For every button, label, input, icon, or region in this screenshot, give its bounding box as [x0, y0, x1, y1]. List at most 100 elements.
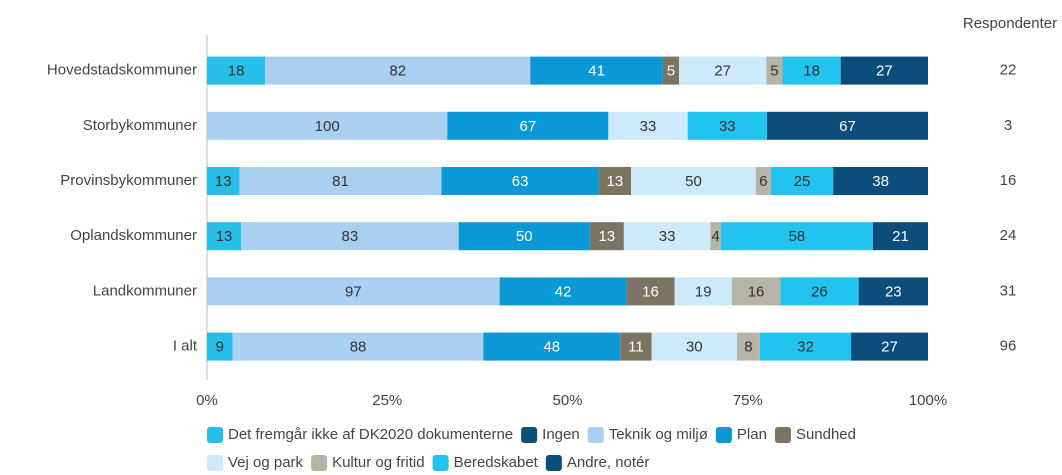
legend-label: Sundhed [796, 426, 856, 443]
bar-segment [207, 332, 233, 361]
bar-segment [207, 111, 448, 140]
bar-segment [598, 167, 632, 195]
respondents-value: 31 [1000, 282, 1017, 299]
bar-segment [207, 222, 242, 251]
legend-swatch [207, 455, 223, 471]
y-tick-label: I alt [173, 338, 198, 355]
legend-label: Teknik og miljø [609, 426, 708, 443]
bar-segment [851, 332, 928, 361]
data-label: 41 [588, 63, 605, 80]
data-label: 13 [216, 228, 233, 245]
bar-segment [626, 277, 675, 306]
y-tick-label: Provinsbykommuner [60, 172, 197, 189]
data-label: 48 [543, 339, 560, 356]
legend-label: Det fremgår ikke af DK2020 dokumenterne [228, 426, 513, 443]
bar-segment [872, 222, 928, 251]
data-label: 27 [876, 63, 893, 80]
x-tick-label: 75% [733, 392, 763, 409]
bar-segment [207, 167, 240, 195]
respondents-value: 16 [1000, 172, 1017, 189]
data-label: 50 [516, 228, 533, 245]
respondents-value: 96 [1000, 338, 1017, 355]
bar-segment [766, 56, 783, 85]
bar-segment [458, 222, 590, 251]
bar-segment [207, 56, 266, 85]
legend-label: Ingen [542, 426, 580, 443]
bar-segment [780, 277, 859, 306]
data-label: 19 [695, 283, 712, 300]
data-label: 88 [350, 339, 367, 356]
data-label: 13 [607, 173, 624, 190]
data-label: 5 [770, 63, 778, 80]
bar-segment [631, 167, 756, 195]
bar-segment [447, 111, 609, 140]
bar-segment [766, 111, 928, 140]
bar-segment [483, 332, 621, 361]
x-tick-label: 50% [552, 392, 582, 409]
bar-segment [608, 111, 688, 140]
data-label: 32 [797, 339, 814, 356]
bar-segment [755, 167, 771, 195]
legend-swatch [521, 427, 538, 443]
data-label: 13 [215, 173, 232, 190]
legend-swatch [587, 427, 604, 443]
data-label: 16 [748, 283, 765, 300]
y-tick-label: Oplandskommuner [70, 227, 197, 244]
data-label: 23 [885, 283, 902, 300]
bar-segment [782, 56, 841, 85]
legend-label: Andre, notér [567, 454, 650, 471]
bar-segment [720, 222, 873, 251]
data-label: 6 [759, 173, 767, 190]
data-label: 83 [342, 228, 359, 245]
data-label: 18 [803, 63, 820, 80]
data-label: 18 [228, 63, 245, 80]
bar-segment [687, 111, 767, 140]
bar-segment [241, 222, 459, 251]
data-label: 50 [685, 173, 702, 190]
data-label: 58 [789, 228, 806, 245]
legend-swatch [311, 455, 328, 471]
bar-segment [530, 56, 663, 85]
bar-segment [651, 332, 738, 361]
bar-segment [623, 222, 711, 251]
data-label: 27 [714, 63, 731, 80]
data-label: 4 [711, 228, 719, 245]
data-label: 26 [811, 283, 828, 300]
bar-segment [858, 277, 928, 306]
data-label: 16 [642, 283, 659, 300]
data-label: 67 [839, 118, 856, 135]
legend-swatch [545, 455, 562, 471]
legend-label: Vej og park [228, 454, 304, 471]
bar-segment [662, 56, 680, 85]
data-label: 9 [216, 339, 224, 356]
bar-segment [239, 167, 442, 195]
legend-swatch [207, 427, 223, 443]
data-label: 81 [332, 173, 349, 190]
bar-segment [265, 56, 531, 85]
data-label: 97 [345, 283, 362, 300]
bar-segment [710, 222, 721, 251]
data-label: 8 [744, 339, 752, 356]
data-label: 100 [315, 118, 340, 135]
bar-segment [679, 56, 767, 85]
respondents-title: Respondenter [963, 15, 1057, 32]
data-label: 42 [555, 283, 572, 300]
data-label: 21 [892, 228, 909, 245]
respondents-value: 24 [1000, 227, 1017, 244]
bar-segment [674, 277, 732, 306]
legend-label: Kultur og fritid [332, 454, 425, 471]
data-label: 38 [872, 173, 889, 190]
legend-swatch [715, 427, 732, 443]
data-label: 25 [794, 173, 811, 190]
data-label: 30 [686, 339, 703, 356]
bar-segment [441, 167, 599, 195]
y-tick-label: Storbykommuner [83, 117, 197, 134]
bar-segment [207, 277, 500, 306]
legend-swatch [432, 455, 449, 471]
data-label: 82 [389, 63, 406, 80]
bar-segment [620, 332, 652, 361]
data-label: 33 [719, 118, 736, 135]
data-label: 5 [667, 63, 675, 80]
data-label: 33 [640, 118, 657, 135]
